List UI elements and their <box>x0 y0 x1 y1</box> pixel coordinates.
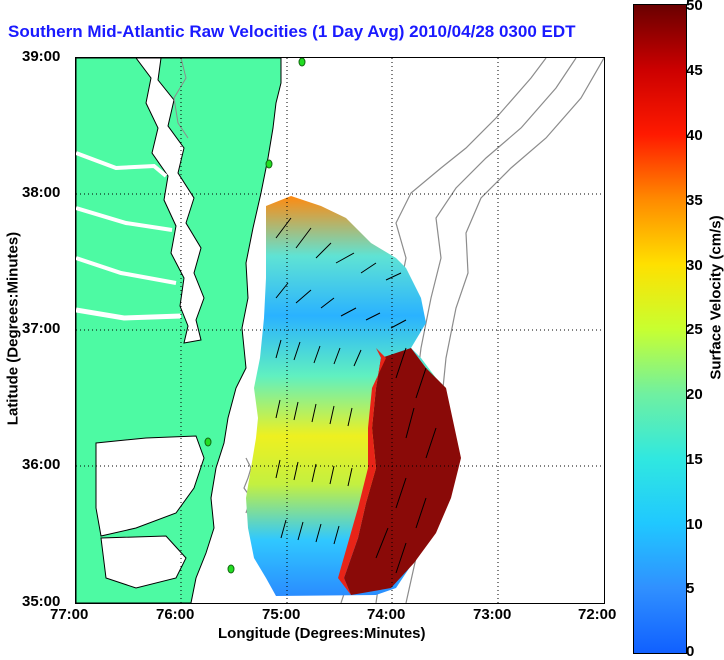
colorbar-tick: 25 <box>686 321 703 338</box>
x-tick-label: 73:00 <box>473 606 511 623</box>
x-tick-label: 74:00 <box>367 606 405 623</box>
colorbar <box>633 4 687 654</box>
colorbar-gradient <box>634 5 686 653</box>
colorbar-tick: 10 <box>686 516 703 533</box>
station-marker <box>266 160 272 168</box>
map-area <box>75 57 605 604</box>
colorbar-tick: 15 <box>686 451 703 468</box>
station-marker <box>299 58 305 66</box>
chart-title: Southern Mid-Atlantic Raw Velocities (1 … <box>8 22 576 42</box>
x-axis-title: Longitude (Degrees:Minutes) <box>218 625 426 642</box>
x-tick-label: 75:00 <box>262 606 300 623</box>
colorbar-tick: 0 <box>686 643 694 660</box>
colorbar-svg <box>634 5 686 653</box>
y-tick-label: 39:00 <box>22 48 60 65</box>
station-marker <box>205 438 211 446</box>
colorbar-tick: 30 <box>686 257 703 274</box>
x-tick-label: 72:00 <box>578 606 616 623</box>
colorbar-tick: 35 <box>686 192 703 209</box>
y-axis-title: Latitude (Degrees:Minutes) <box>5 229 22 429</box>
station-marker <box>228 565 234 573</box>
colorbar-tick: 5 <box>686 580 694 597</box>
colorbar-title: Surface Velocity (cm/s) <box>708 198 724 398</box>
colorbar-tick: 45 <box>686 62 703 79</box>
y-tick-label: 35:00 <box>22 593 60 610</box>
map-svg <box>76 58 604 603</box>
y-tick-label: 38:00 <box>22 184 60 201</box>
colorbar-tick: 40 <box>686 127 703 144</box>
colorbar-tick: 20 <box>686 386 703 403</box>
y-tick-label: 36:00 <box>22 456 60 473</box>
colorbar-tick: 50 <box>686 0 703 14</box>
x-tick-label: 76:00 <box>156 606 194 623</box>
y-tick-label: 37:00 <box>22 320 60 337</box>
